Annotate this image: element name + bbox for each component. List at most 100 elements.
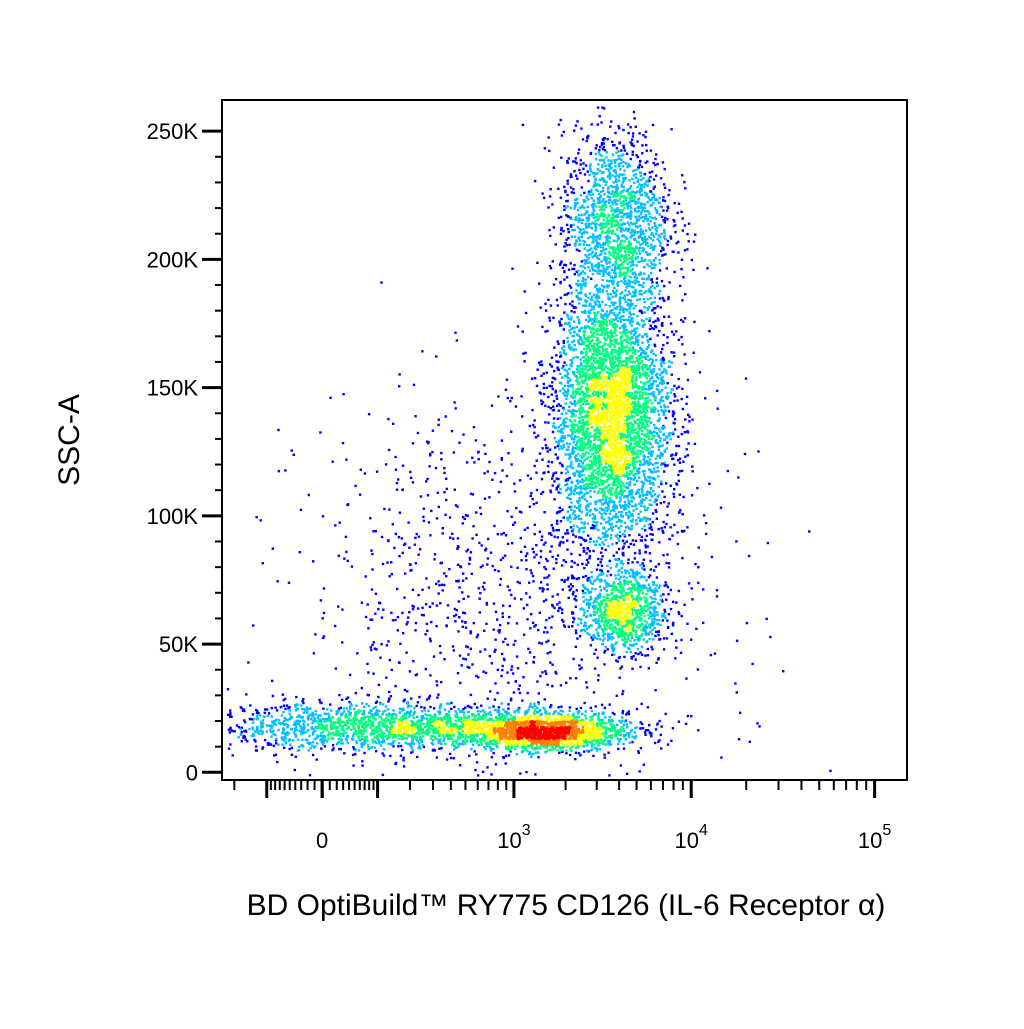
data-point [571, 304, 574, 307]
data-point [629, 519, 633, 523]
data-point [619, 498, 622, 502]
data-point [647, 455, 650, 459]
data-point [475, 761, 479, 764]
data-point [289, 743, 292, 746]
data-point [367, 671, 370, 674]
data-point [613, 159, 616, 162]
data-point [594, 509, 598, 512]
data-point [539, 581, 543, 584]
data-point [663, 186, 667, 189]
data-point [566, 539, 569, 542]
data-point [666, 553, 669, 556]
data-point [431, 739, 435, 742]
data-point [375, 700, 379, 703]
data-point [398, 554, 401, 558]
data-point [533, 532, 536, 536]
data-point [631, 496, 634, 499]
data-point [469, 632, 472, 635]
data-point [599, 500, 602, 503]
data-point [634, 276, 637, 279]
data-point [603, 202, 606, 205]
data-point [601, 639, 605, 642]
data-point [418, 745, 421, 748]
data-point [668, 360, 671, 363]
data-point [382, 741, 385, 744]
data-point [653, 222, 656, 225]
data-point [637, 273, 640, 277]
data-point [551, 477, 554, 480]
data-point [651, 394, 654, 397]
data-point [660, 360, 664, 364]
data-point [469, 551, 473, 554]
data-point [437, 580, 440, 583]
data-point [597, 300, 601, 304]
data-point [634, 210, 637, 213]
data-point [662, 183, 666, 186]
data-point [333, 624, 337, 628]
data-point [600, 250, 603, 253]
data-point [644, 217, 647, 220]
data-point [570, 486, 573, 489]
data-point [455, 712, 458, 715]
data-point [631, 574, 634, 577]
data-point [663, 219, 666, 223]
data-point [661, 410, 664, 413]
data-point [654, 224, 657, 227]
data-point [647, 289, 651, 293]
data-point [298, 715, 302, 718]
data-point [651, 123, 655, 127]
data-point [672, 600, 675, 604]
data-point [374, 750, 378, 753]
data-point [633, 639, 636, 642]
data-point [560, 431, 563, 434]
data-point [583, 566, 586, 570]
data-point [638, 235, 642, 239]
data-point [340, 712, 343, 716]
data-point [580, 474, 583, 477]
data-point [554, 391, 557, 394]
data-point [631, 280, 634, 284]
data-point [273, 722, 276, 726]
data-point [570, 224, 573, 227]
data-point [574, 535, 577, 538]
data-point [472, 743, 475, 746]
data-point [551, 260, 554, 263]
data-point [686, 248, 689, 251]
data-point [579, 194, 582, 197]
data-point [585, 216, 588, 220]
data-point [663, 406, 667, 409]
data-point [379, 740, 383, 744]
data-point [610, 646, 614, 649]
data-point [658, 739, 661, 742]
data-point [655, 630, 658, 633]
data-point [595, 227, 598, 230]
data-point [677, 720, 681, 723]
data-point [658, 637, 662, 641]
data-point [624, 572, 627, 575]
data-point [581, 589, 585, 593]
data-point [340, 698, 344, 701]
data-point [575, 333, 579, 336]
data-point [631, 575, 635, 579]
data-point [568, 753, 572, 757]
data-point [568, 505, 571, 509]
data-point [617, 656, 621, 660]
data-point [589, 508, 592, 512]
data-point [255, 715, 259, 718]
data-point [643, 498, 646, 502]
data-point [578, 667, 582, 671]
data-point [658, 382, 662, 385]
data-point [421, 350, 424, 353]
data-point [663, 584, 666, 587]
data-point [603, 256, 606, 259]
data-point [745, 621, 749, 625]
data-point [599, 522, 603, 525]
data-point [281, 693, 285, 696]
data-point [650, 600, 654, 604]
data-point [594, 252, 597, 255]
data-point [651, 628, 654, 632]
data-point [646, 545, 649, 548]
data-point [641, 483, 645, 487]
data-point [597, 201, 601, 204]
data-point [301, 715, 304, 719]
